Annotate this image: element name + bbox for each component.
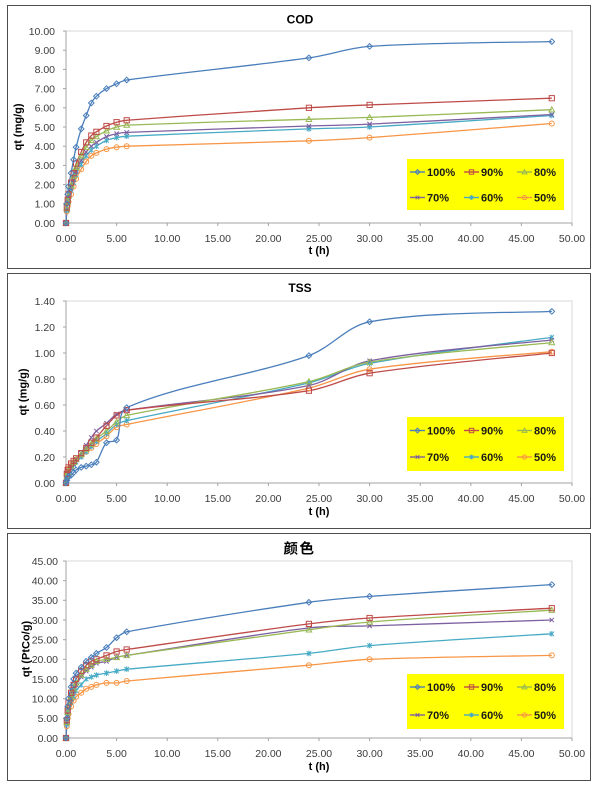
svg-text:5.00: 5.00: [106, 748, 127, 760]
svg-text:35.00: 35.00: [407, 233, 433, 245]
svg-text:60%: 60%: [481, 193, 503, 205]
svg-text:35.00: 35.00: [32, 595, 58, 607]
svg-text:15.00: 15.00: [32, 674, 58, 686]
svg-text:COD: COD: [287, 13, 314, 27]
svg-text:10.00: 10.00: [32, 694, 58, 706]
svg-text:60%: 60%: [481, 452, 503, 464]
svg-text:20.00: 20.00: [255, 748, 281, 760]
svg-text:5.00: 5.00: [106, 493, 127, 505]
svg-text:30.00: 30.00: [356, 748, 382, 760]
svg-text:30.00: 30.00: [356, 233, 382, 245]
svg-text:50%: 50%: [534, 452, 556, 464]
svg-text:90%: 90%: [481, 682, 503, 694]
svg-text:50%: 50%: [534, 193, 556, 205]
svg-text:qt (PtCo/g): qt (PtCo/g): [20, 621, 32, 678]
svg-text:20.00: 20.00: [255, 233, 281, 245]
svg-text:35.00: 35.00: [407, 748, 433, 760]
svg-text:45.00: 45.00: [32, 556, 58, 568]
svg-text:50.00: 50.00: [559, 748, 585, 760]
svg-text:25.00: 25.00: [32, 635, 58, 647]
svg-text:50.00: 50.00: [559, 233, 585, 245]
svg-text:6.00: 6.00: [35, 103, 56, 115]
svg-text:80%: 80%: [534, 426, 556, 438]
svg-text:t (h): t (h): [309, 245, 330, 257]
svg-text:40.00: 40.00: [458, 233, 484, 245]
svg-text:40.00: 40.00: [458, 748, 484, 760]
svg-text:50.00: 50.00: [559, 493, 585, 505]
svg-text:9.00: 9.00: [35, 45, 56, 57]
svg-text:0.00: 0.00: [56, 493, 77, 505]
svg-text:8.00: 8.00: [35, 64, 56, 76]
svg-text:30.00: 30.00: [32, 615, 58, 627]
svg-text:1.40: 1.40: [35, 296, 56, 308]
svg-text:100%: 100%: [427, 682, 455, 694]
svg-text:90%: 90%: [481, 167, 503, 179]
svg-text:15.00: 15.00: [205, 233, 231, 245]
svg-text:0.00: 0.00: [35, 478, 56, 490]
svg-text:5.00: 5.00: [38, 713, 59, 725]
svg-text:1.00: 1.00: [35, 348, 56, 360]
svg-text:0.00: 0.00: [35, 218, 56, 230]
svg-text:10.00: 10.00: [154, 233, 180, 245]
svg-text:80%: 80%: [534, 682, 556, 694]
svg-text:0.00: 0.00: [38, 733, 59, 745]
svg-text:5.00: 5.00: [35, 122, 56, 134]
svg-text:0.40: 0.40: [35, 426, 56, 438]
svg-text:TSS: TSS: [288, 281, 311, 295]
svg-text:0.00: 0.00: [56, 748, 77, 760]
svg-text:t (h): t (h): [309, 761, 330, 773]
svg-text:1.20: 1.20: [35, 322, 56, 334]
svg-text:1.00: 1.00: [35, 199, 56, 211]
svg-text:3.00: 3.00: [35, 160, 56, 172]
svg-text:20.00: 20.00: [32, 654, 58, 666]
svg-text:2.00: 2.00: [35, 179, 56, 191]
svg-text:40.00: 40.00: [32, 576, 58, 588]
svg-text:0.80: 0.80: [35, 374, 56, 386]
svg-text:10.00: 10.00: [154, 493, 180, 505]
svg-text:25.00: 25.00: [306, 748, 332, 760]
svg-text:45.00: 45.00: [508, 233, 534, 245]
svg-text:40.00: 40.00: [458, 493, 484, 505]
svg-text:25.00: 25.00: [306, 233, 332, 245]
svg-text:90%: 90%: [481, 426, 503, 438]
svg-text:45.00: 45.00: [508, 493, 534, 505]
svg-text:70%: 70%: [427, 710, 449, 722]
svg-text:4.00: 4.00: [35, 141, 56, 153]
svg-text:70%: 70%: [427, 193, 449, 205]
svg-text:100%: 100%: [427, 426, 455, 438]
svg-text:0.00: 0.00: [56, 233, 77, 245]
svg-text:70%: 70%: [427, 452, 449, 464]
svg-text:0.60: 0.60: [35, 400, 56, 412]
svg-text:100%: 100%: [427, 167, 455, 179]
svg-text:35.00: 35.00: [407, 493, 433, 505]
svg-text:20.00: 20.00: [255, 493, 281, 505]
svg-text:10.00: 10.00: [29, 26, 55, 38]
svg-text:15.00: 15.00: [205, 493, 231, 505]
svg-text:25.00: 25.00: [306, 493, 332, 505]
svg-text:45.00: 45.00: [508, 748, 534, 760]
svg-text:10.00: 10.00: [154, 748, 180, 760]
svg-text:qt (mg/g): qt (mg/g): [13, 103, 25, 150]
svg-text:50%: 50%: [534, 710, 556, 722]
svg-text:60%: 60%: [481, 710, 503, 722]
svg-text:qt (mg/g): qt (mg/g): [18, 368, 30, 415]
svg-text:80%: 80%: [534, 167, 556, 179]
svg-text:0.20: 0.20: [35, 452, 56, 464]
svg-text:30.00: 30.00: [356, 493, 382, 505]
svg-text:15.00: 15.00: [205, 748, 231, 760]
svg-text:t (h): t (h): [309, 506, 330, 518]
svg-text:5.00: 5.00: [106, 233, 127, 245]
svg-text:7.00: 7.00: [35, 83, 56, 95]
